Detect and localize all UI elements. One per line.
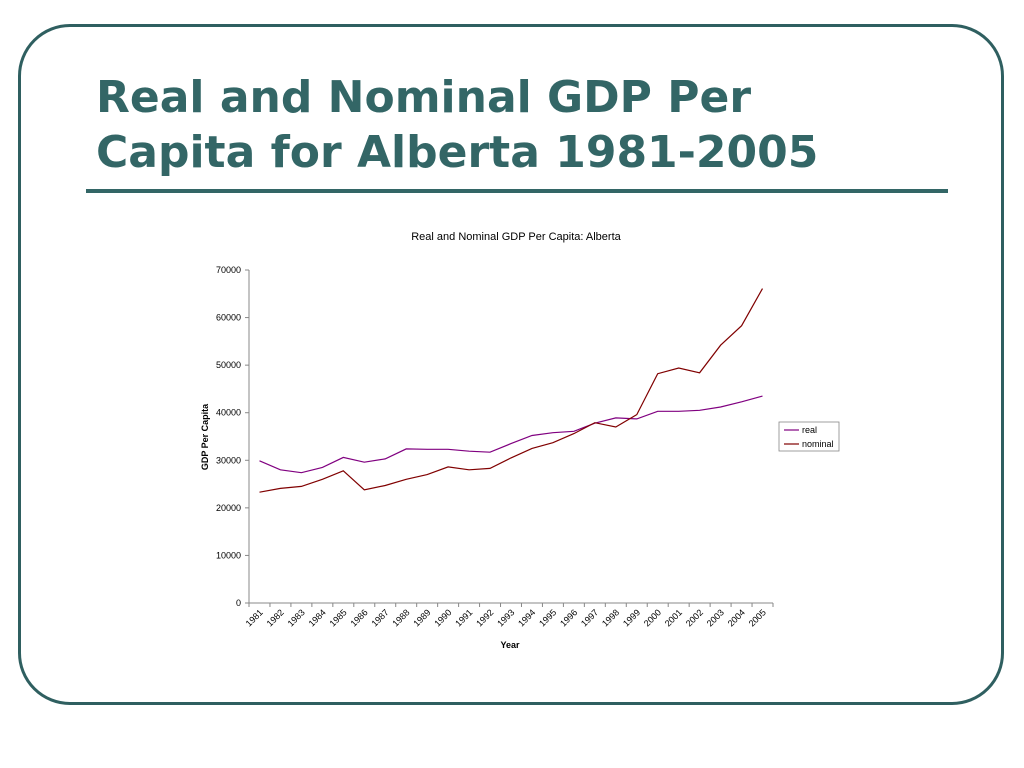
x-tick-label: 2004 — [726, 607, 747, 628]
x-tick-label: 1981 — [244, 607, 265, 628]
slide-frame — [18, 24, 1004, 705]
legend-label-real: real — [802, 425, 817, 435]
x-tick-label: 1982 — [265, 607, 286, 628]
y-tick-label: 40000 — [216, 408, 241, 418]
x-tick-label: 1983 — [286, 607, 307, 628]
x-tick-label: 2000 — [642, 607, 663, 628]
x-tick-label: 1985 — [327, 607, 348, 628]
x-tick-label: 1998 — [600, 607, 621, 628]
x-tick-label: 1993 — [495, 607, 516, 628]
x-tick-label: 1992 — [474, 607, 495, 628]
legend-box — [778, 421, 840, 452]
y-tick-label: 10000 — [216, 550, 241, 560]
x-tick-label: 1999 — [621, 607, 642, 628]
chart-title: Real and Nominal GDP Per Capita: Alberta — [411, 231, 621, 243]
x-tick-label: 1994 — [516, 607, 537, 628]
x-tick-label: 2003 — [705, 607, 726, 628]
x-tick-label: 1988 — [390, 607, 411, 628]
y-tick-label: 50000 — [216, 360, 241, 370]
x-tick-label: 1991 — [453, 607, 474, 628]
x-tick-label: 2001 — [663, 607, 684, 628]
x-tick-label: 2005 — [747, 607, 768, 628]
x-tick-label: 1996 — [558, 607, 579, 628]
x-tick-label: 1987 — [369, 607, 390, 628]
y-tick-label: 60000 — [216, 313, 241, 323]
x-tick-label: 1989 — [411, 607, 432, 628]
title-divider — [86, 189, 948, 193]
legend: real nominal — [778, 421, 840, 452]
x-tick-label: 1997 — [579, 607, 600, 628]
x-tick-label: 1986 — [348, 607, 369, 628]
series-layer — [259, 288, 764, 493]
x-axis-ticks: 1981 1982 1983 1984 1985 1986 1987 1988 1989 1990… — [244, 603, 774, 629]
x-tick-label: 1984 — [307, 607, 328, 628]
y-tick-label: 30000 — [216, 455, 241, 465]
x-tick-label: 1990 — [432, 607, 453, 628]
slide-title: Real and Nominal GDP Per Capita for Albe… — [96, 72, 819, 178]
y-axis-ticks: 0 10000 20000 30000 40000 50000 60000 70000 — [216, 265, 249, 608]
y-tick-label: 70000 — [216, 265, 241, 275]
legend-label-nominal: nominal — [802, 439, 834, 449]
y-tick-label: 0 — [236, 598, 241, 608]
x-tick-label: 2002 — [684, 607, 705, 628]
y-tick-label: 20000 — [216, 503, 241, 513]
series-line-real — [259, 395, 763, 474]
series-line-nominal — [259, 288, 764, 493]
x-axis-label: Year — [500, 640, 520, 650]
y-axis-label: GDP Per Capita — [200, 403, 210, 470]
x-tick-label: 1995 — [537, 607, 558, 628]
